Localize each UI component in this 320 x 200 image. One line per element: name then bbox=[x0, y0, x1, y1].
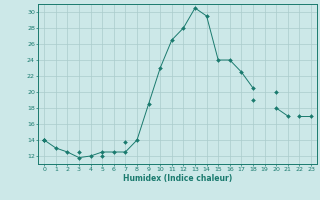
X-axis label: Humidex (Indice chaleur): Humidex (Indice chaleur) bbox=[123, 174, 232, 183]
